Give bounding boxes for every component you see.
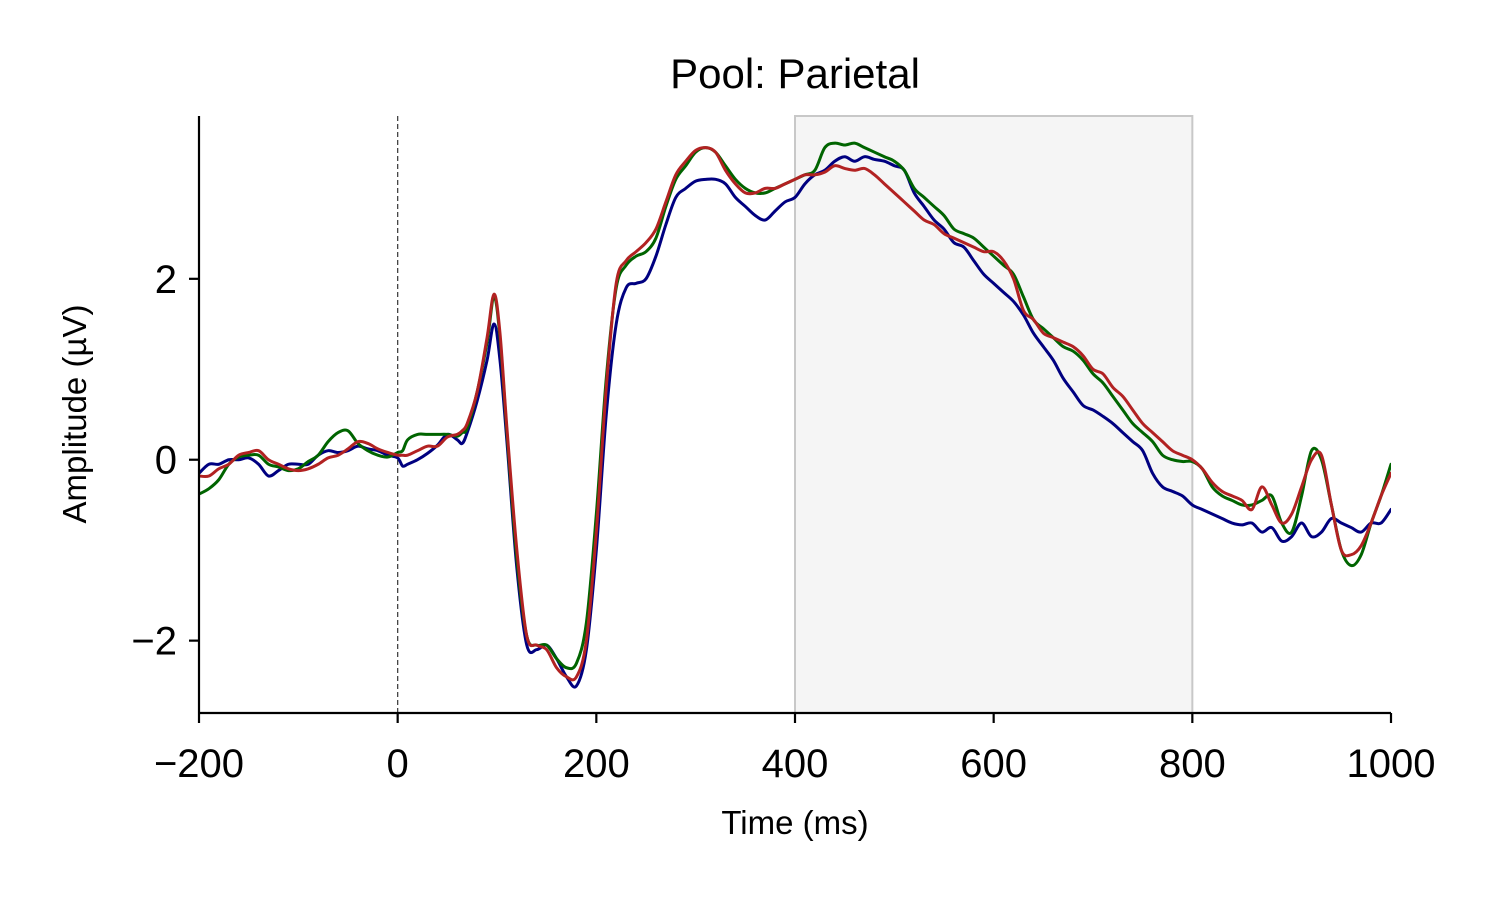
y-tick-label: 0: [155, 439, 177, 483]
y-axis-label: Amplitude (µV): [56, 305, 93, 524]
x-tick-label: 200: [563, 742, 630, 786]
x-tick-label: −200: [154, 742, 244, 786]
plot-area: [199, 115, 1391, 714]
y-tick-label: −2: [131, 620, 177, 664]
series-line-3: [199, 146, 1391, 682]
x-tick-label: 0: [387, 742, 409, 786]
x-tick-label: 600: [960, 742, 1027, 786]
series-lines: [199, 141, 1391, 689]
analysis-window: [794, 115, 1194, 714]
x-tick-label: 400: [762, 742, 829, 786]
y-tick-label: 2: [155, 258, 177, 302]
axes: −200 0 200 400 600 800 1000 −2 0 2: [131, 116, 1435, 786]
x-axis-label: Time (ms): [721, 804, 868, 841]
x-tick-label: 1000: [1347, 742, 1436, 786]
chart-title: Pool: Parietal: [670, 50, 920, 97]
series-line-1: [199, 155, 1391, 689]
x-tick-label: 800: [1159, 742, 1226, 786]
